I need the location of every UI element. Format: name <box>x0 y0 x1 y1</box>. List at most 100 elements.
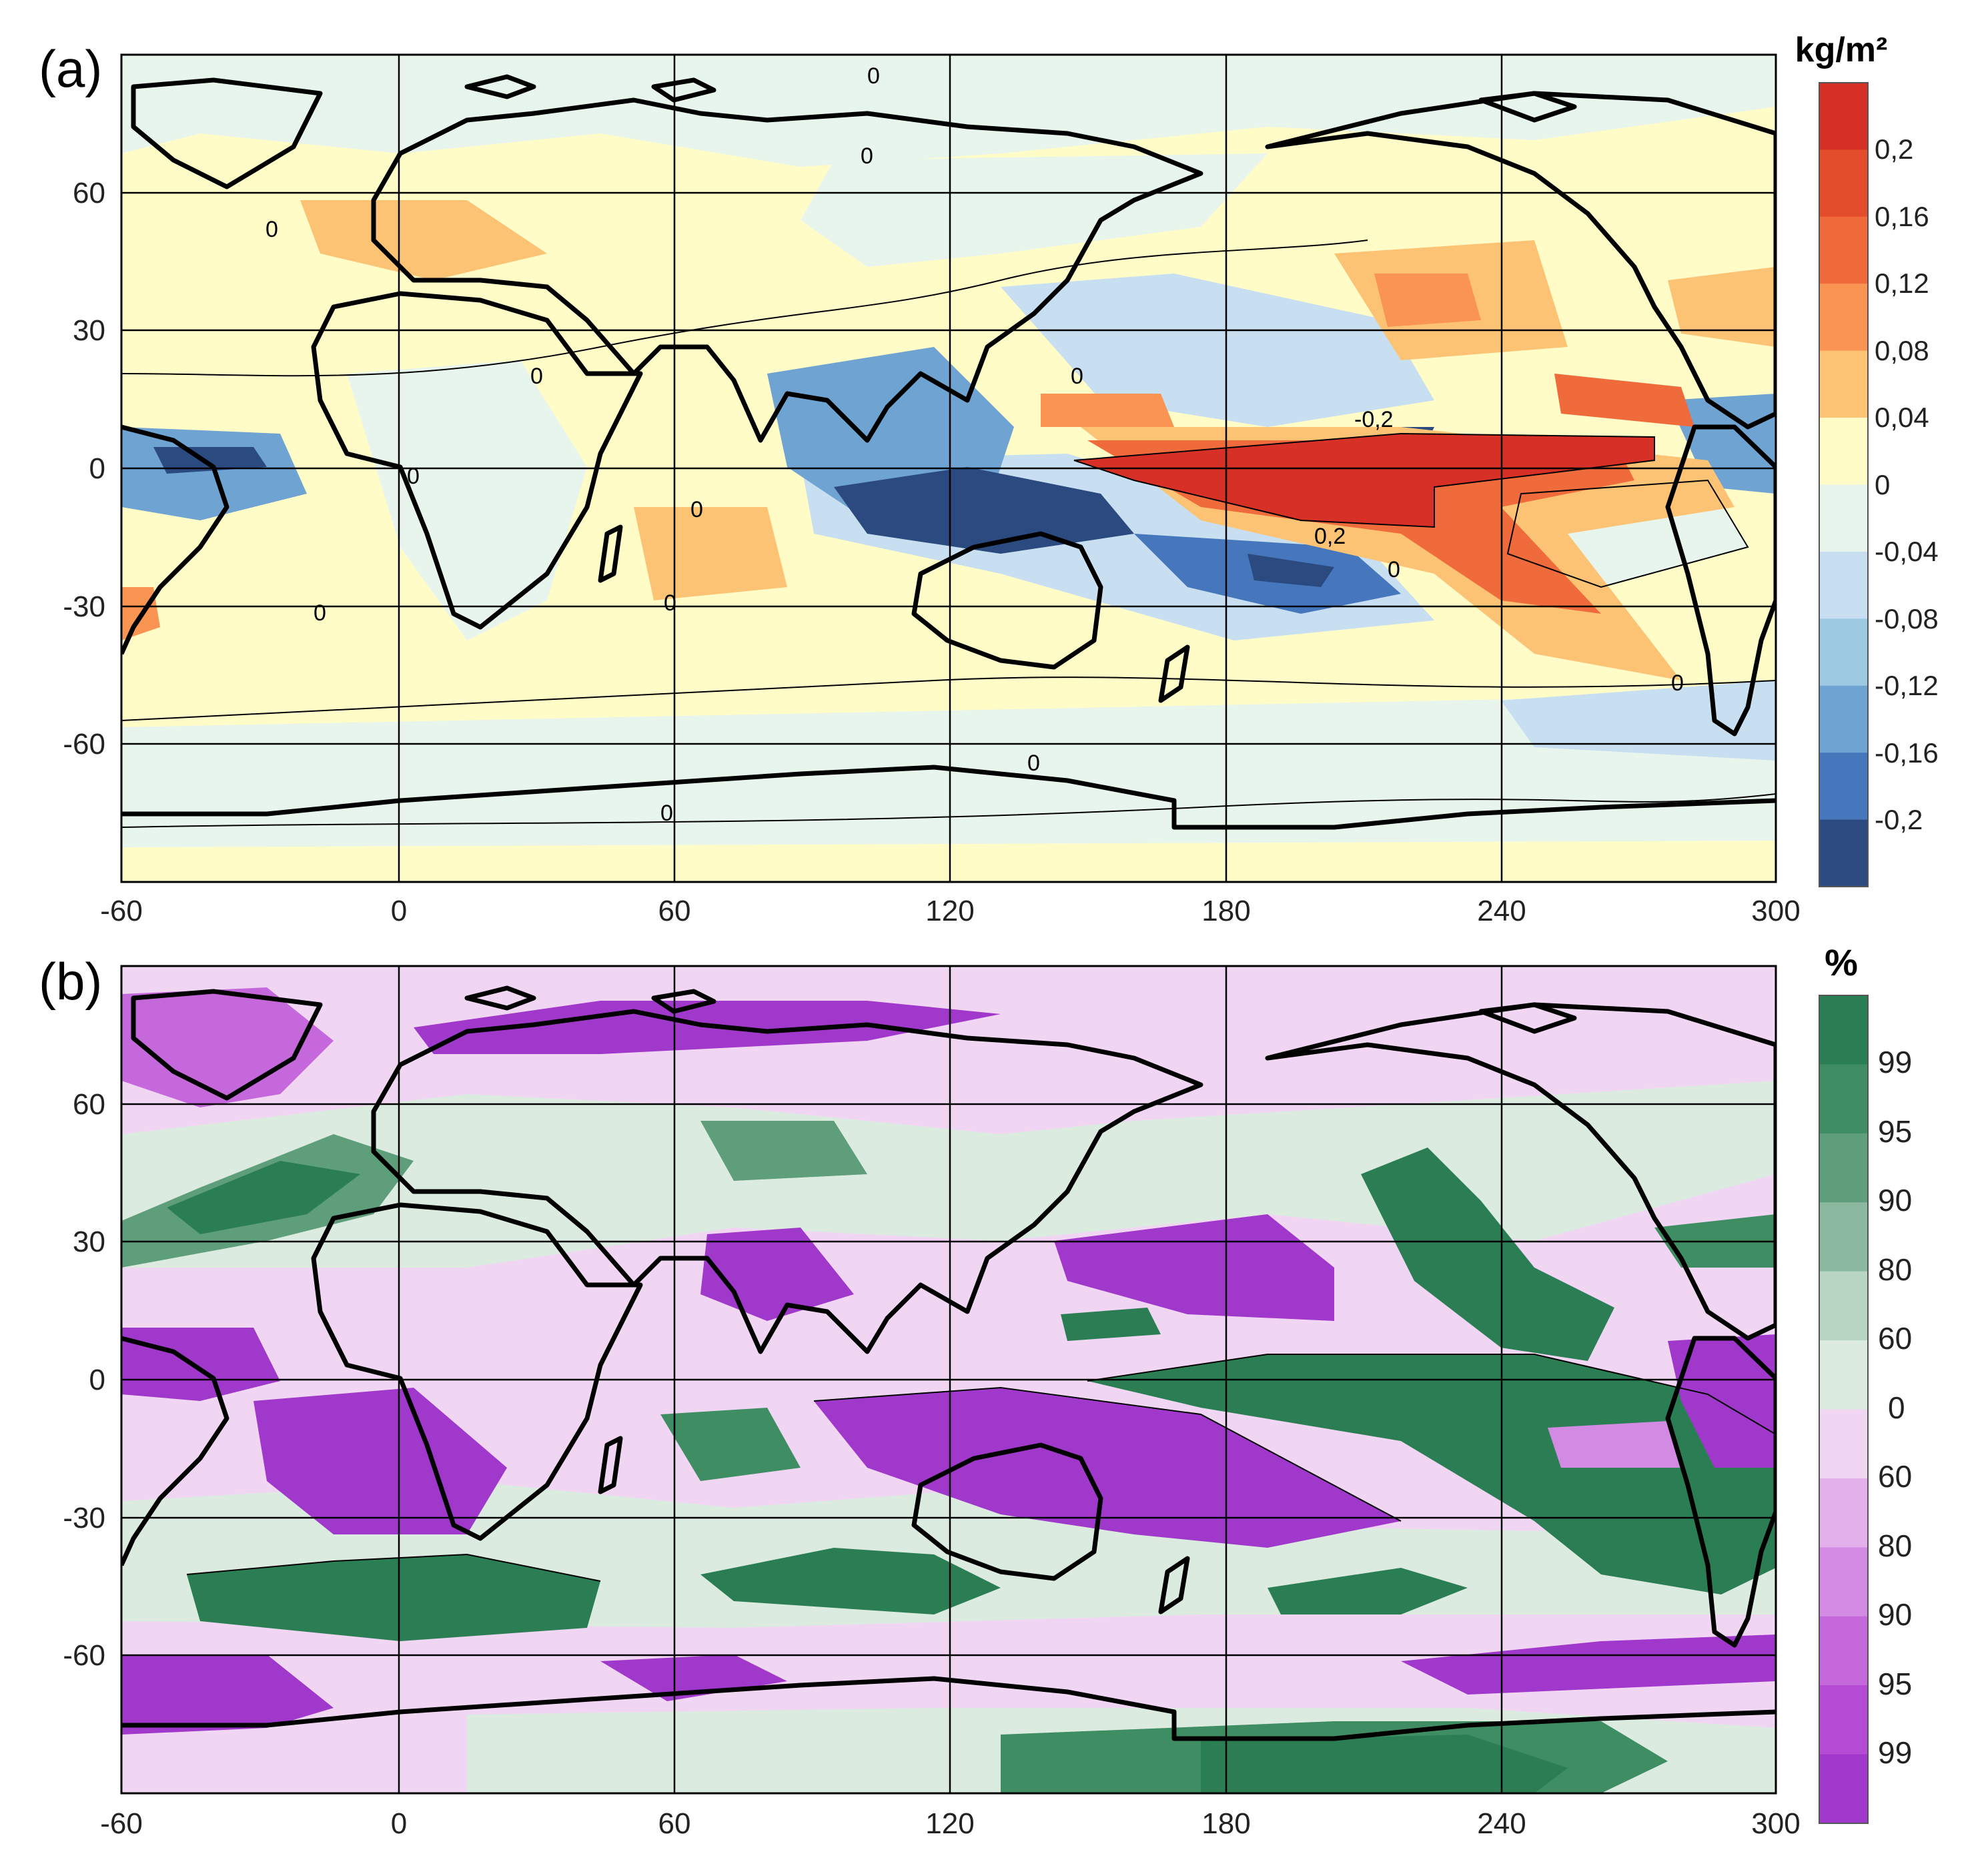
panel-b-region-southern-ocean-purple <box>121 1655 334 1735</box>
y-tick-label: -60 <box>63 1639 105 1672</box>
x-tick-label: -60 <box>100 1807 143 1840</box>
panel-a-frame <box>120 53 1777 883</box>
coast-south-america <box>1665 424 1776 737</box>
colorbar-tick-label: 95 <box>1878 1667 1912 1701</box>
panel-b-map <box>121 966 1776 1793</box>
panel-a-contour-line <box>121 240 1368 377</box>
colorbar-tick-label: 60 <box>1878 1321 1912 1356</box>
colorbar-tick-label: -0,12 <box>1875 670 1939 701</box>
panel-b-region-central-pacific-green <box>1061 1308 1161 1341</box>
coast-africa <box>311 291 643 630</box>
colorbar-swatch <box>1819 995 1868 1065</box>
panel-a-coastlines <box>121 74 1776 830</box>
panel-a-region-tropical-north-pacific-orange <box>1041 394 1174 427</box>
colorbar-tick-label: 80 <box>1878 1528 1912 1563</box>
panel-a-unit-label: kg/m² <box>1795 31 1888 69</box>
colorbar-swatch <box>1819 83 1868 150</box>
x-tick-label: 60 <box>658 1807 691 1840</box>
colorbar-swatch <box>1819 1547 1868 1617</box>
colorbar-swatch <box>1819 1409 1868 1479</box>
colorbar-swatch <box>1819 551 1868 619</box>
x-tick-label: 240 <box>1477 1807 1526 1840</box>
colorbar-tick-label: -0,16 <box>1875 737 1939 769</box>
coast-madagascar <box>598 524 623 583</box>
coast-greenland <box>131 77 323 189</box>
x-tick-label: 300 <box>1751 895 1800 927</box>
y-tick-label: -30 <box>63 1502 105 1534</box>
y-tick-label: 60 <box>73 177 105 209</box>
panel-b-label: (b) <box>39 952 102 1011</box>
coast-antarctica <box>121 1676 1776 1741</box>
panel-a-contour-labels: 0 0 0 0 0 0 0 0 0 0 0 0 -0,2 0,2 0 <box>266 63 1684 826</box>
panel-b: (b) <box>39 941 1912 1840</box>
y-tick-label: 0 <box>89 452 105 485</box>
x-tick-label: 240 <box>1477 895 1526 927</box>
panel-b-colorbar-labels: 99 95 90 80 60 0 60 80 90 95 99 <box>1878 1045 1912 1770</box>
colorbar-tick-label: -0,08 <box>1875 603 1939 634</box>
panel-b-contour-line <box>813 1386 1402 1522</box>
panel-a-region-north-america-orange <box>1668 267 1776 347</box>
colorbar-swatch <box>1819 1685 1868 1755</box>
x-tick-label: 0 <box>391 895 407 927</box>
contour-label: 0,2 <box>1314 524 1346 549</box>
panel-b-region-central-asia-green <box>700 1121 867 1181</box>
panel-b-region-tropical-atlantic-purple <box>121 1328 280 1401</box>
colorbar-swatch <box>1819 149 1868 217</box>
panel-b-region-ne-pacific-green <box>1361 1147 1614 1361</box>
panel-a-region-ne-pacific-center <box>1374 274 1481 327</box>
contour-label: 0 <box>664 590 676 616</box>
contour-label: 0 <box>530 364 543 389</box>
colorbar-tick-label: 60 <box>1878 1459 1912 1494</box>
panel-b-coastlines <box>121 985 1776 1741</box>
colorbar-tick-label: 0,04 <box>1875 402 1929 433</box>
y-tick-label: 60 <box>73 1088 105 1121</box>
panel-b-colorbar: % 99 95 90 80 60 0 60 80 90 95 99 <box>1819 941 1912 1824</box>
panel-a-region-west-coast-americas-orange <box>1554 374 1694 427</box>
colorbar-frame <box>1819 82 1869 887</box>
y-tick-label: -60 <box>63 728 105 761</box>
panel-b-x-axis: -60 0 60 120 180 240 300 <box>100 1807 1801 1840</box>
colorbar-swatch <box>1819 1271 1868 1341</box>
colorbar-tick-label: 0,08 <box>1875 335 1929 366</box>
coast-new-zealand <box>1158 1556 1190 1614</box>
y-tick-label: -30 <box>63 590 105 623</box>
panel-a-region-warm-pool-dark-blue <box>834 467 1134 554</box>
panel-b-region-north-purple <box>121 987 334 1107</box>
panel-a-contour-line <box>1073 432 1655 528</box>
colorbar-swatch <box>1819 1616 1868 1686</box>
colorbar-swatch <box>1819 753 1868 821</box>
x-tick-label: 180 <box>1201 895 1250 927</box>
coast-australia <box>911 531 1103 670</box>
panel-a-region-arctic-pale <box>121 55 1776 167</box>
panel-b-region-south-america-purple <box>1668 1334 1776 1468</box>
contour-label: 0 <box>861 143 873 169</box>
colorbar-swatch <box>1819 1754 1868 1824</box>
panel-b-region-southern-ocean-green-3 <box>1268 1568 1468 1614</box>
panel-a-region-siberia-pale <box>801 153 1268 267</box>
colorbar-swatch <box>1819 484 1868 552</box>
panel-a-contour-line <box>121 676 1776 721</box>
y-tick-label: 30 <box>73 314 105 347</box>
coast-africa <box>311 1202 643 1541</box>
panel-a-region-north-atlantic-orange <box>300 200 547 280</box>
colorbar-tick-label: 99 <box>1878 1735 1912 1770</box>
panel-a-region-south-pacific-dark-blue <box>1248 554 1334 587</box>
panel-a-region-indian-ocean-orange <box>634 507 787 600</box>
colorbar-tick-label: 0,16 <box>1875 201 1929 232</box>
colorbar-swatch <box>1819 685 1868 753</box>
coast-eurasia <box>371 1009 1203 1354</box>
y-tick-label: 30 <box>73 1226 105 1258</box>
panel-b-region-antarctic-dark-green <box>1201 1735 1568 1793</box>
contour-label: 0 <box>1071 364 1083 389</box>
colorbar-tick-label: 0,2 <box>1875 133 1913 165</box>
panel-b-contour-line <box>1087 1354 1776 1435</box>
coast-eurasia <box>371 97 1203 443</box>
x-tick-label: 120 <box>925 895 974 927</box>
colorbar-tick-label: -0,04 <box>1875 536 1939 567</box>
coast-greenland <box>131 989 323 1101</box>
panel-b-region-antarctic-purple <box>600 1655 787 1701</box>
coast-antarctica <box>121 765 1776 830</box>
panel-b-region-north-atlantic-dark <box>167 1161 360 1234</box>
colorbar-tick-label: 95 <box>1878 1114 1912 1149</box>
